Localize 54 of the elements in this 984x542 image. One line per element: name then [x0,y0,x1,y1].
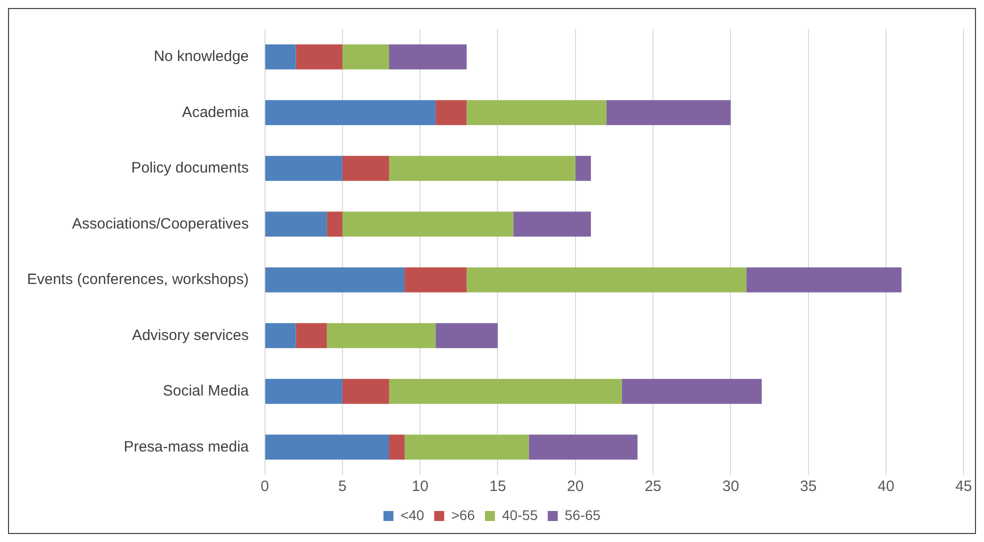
x-tick-label: 5 [338,478,347,496]
y-tick-label: Academia [182,104,250,121]
y-tick-label: Social Media [162,382,250,400]
x-tick-label: 10 [412,478,428,496]
bar [389,378,622,404]
x-tick-label: 25 [644,478,662,496]
x-tick-label: 35 [800,478,817,496]
bar [265,434,390,460]
bar [296,44,342,70]
bar [265,156,342,181]
y-tick-label: Advisory services [132,326,249,344]
legend-label: >66 [451,506,476,523]
bar [575,156,591,181]
bar [265,323,296,348]
bar [389,44,467,70]
bar [436,100,467,126]
x-tick-label: 0 [260,478,269,496]
y-tick-label: No knowledge [154,48,249,66]
bar [389,434,405,460]
bar [622,378,762,404]
bar [265,100,436,126]
bar [265,378,342,404]
bar [342,212,514,237]
x-tick-label: 45 [955,478,972,496]
bar [265,267,405,292]
bar [265,212,327,237]
bar [404,434,529,460]
bar [265,44,296,70]
bar [404,267,467,292]
bar [342,378,390,404]
bar [466,267,746,292]
bar [436,323,498,348]
x-tick-label: 15 [489,478,506,496]
bar [606,100,731,126]
bar [466,100,606,126]
bar [513,212,591,237]
bar [326,212,342,237]
bar [296,323,327,348]
bar [389,156,576,181]
bar [342,44,390,70]
bar [746,267,902,292]
bar [528,434,638,460]
x-tick-label: 30 [722,478,740,496]
x-tick-label: 40 [878,478,894,496]
y-tick-label: Events (conferences, workshops) [26,271,249,288]
y-tick-label: Presa-mass media [124,438,250,456]
y-tick-label: Associations/Cooperatives [72,215,249,232]
legend-label: <40 [400,506,424,523]
legend-label: 56-65 [564,506,601,523]
y-tick-label: Policy documents [131,160,249,177]
bar [326,323,436,348]
bar [342,156,390,181]
x-tick-label: 20 [567,478,584,496]
legend-label: 40-55 [502,506,538,523]
